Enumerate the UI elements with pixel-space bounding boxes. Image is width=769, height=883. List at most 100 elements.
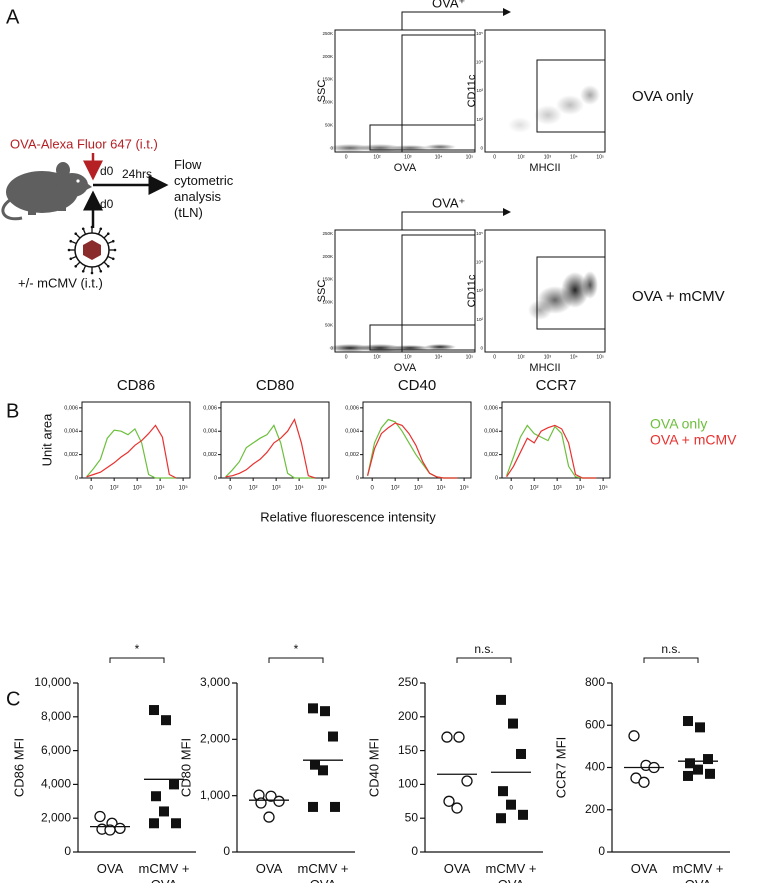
x-tick-label: mCMV + OVA bbox=[485, 861, 537, 883]
data-point bbox=[683, 716, 693, 727]
data-point bbox=[104, 824, 116, 836]
x-tick-label: 0 bbox=[510, 486, 514, 492]
data-point bbox=[638, 776, 650, 788]
x-tick-label: 10⁵ bbox=[466, 354, 474, 360]
data-point bbox=[628, 730, 640, 742]
chart-title: CCR7 bbox=[536, 377, 577, 394]
gate bbox=[536, 59, 606, 133]
y-tick-label: 150K bbox=[322, 277, 333, 282]
data-point bbox=[496, 813, 506, 824]
data-point bbox=[149, 818, 159, 829]
y-tick-label: 0 bbox=[223, 844, 230, 858]
virus-spike-tip bbox=[106, 264, 110, 268]
gate bbox=[401, 234, 476, 353]
cloud bbox=[424, 344, 456, 350]
data-point bbox=[161, 715, 171, 726]
plot-frame bbox=[220, 401, 330, 479]
virus-spike-tip bbox=[81, 269, 85, 273]
virus-spike-tip bbox=[74, 264, 78, 268]
y-axis-title: CD11c bbox=[466, 74, 478, 107]
x-tick-label: 10⁴ bbox=[570, 354, 578, 360]
condition-label: OVA + mCMV bbox=[632, 288, 725, 305]
y-tick-label: 0,004 bbox=[64, 429, 78, 435]
y-tick-label: 0 bbox=[75, 475, 78, 481]
duration-label: 24hrs bbox=[122, 167, 152, 181]
x-tick-label: mCMV + OVA bbox=[672, 861, 724, 883]
y-tick-label: 250K bbox=[322, 31, 333, 36]
histogram-line bbox=[225, 418, 316, 479]
data-point bbox=[518, 809, 528, 820]
y-tick-label: 0 bbox=[480, 346, 483, 351]
x-axis-title: OVA bbox=[394, 162, 417, 174]
y-tick-label: 0,006 bbox=[484, 405, 498, 411]
x-axis-title: MHCII bbox=[529, 362, 560, 374]
histogram-line bbox=[86, 424, 177, 479]
x-tick-label: 10⁵ bbox=[466, 154, 474, 160]
y-tick-label: 0 bbox=[411, 844, 418, 858]
data-point bbox=[443, 795, 455, 807]
significance-label: n.s. bbox=[661, 642, 680, 656]
day-label: d0 bbox=[100, 164, 114, 178]
y-tick-label: 150K bbox=[322, 77, 333, 82]
mouse-icon bbox=[1, 162, 92, 221]
flow-plot-frame bbox=[334, 29, 476, 153]
flow-plot-frame bbox=[334, 229, 476, 353]
data-point bbox=[171, 818, 181, 829]
significance-label: n.s. bbox=[474, 642, 493, 656]
data-point bbox=[263, 811, 275, 823]
y-axis-title: CCR7 MFI bbox=[553, 737, 568, 798]
y-tick-label: 3,000 bbox=[200, 675, 230, 689]
x-tick-label: 10² bbox=[517, 154, 525, 160]
y-tick-label: 8,000 bbox=[41, 709, 71, 723]
plot-frame bbox=[501, 401, 611, 479]
data-point bbox=[114, 822, 126, 834]
data-point bbox=[685, 758, 695, 769]
data-point bbox=[516, 748, 526, 759]
virus-label: +/- mCMV (i.t.) bbox=[18, 275, 103, 290]
y-tick-label: 100K bbox=[322, 100, 333, 105]
y-tick-label: 0,004 bbox=[484, 429, 498, 435]
virus-icon bbox=[67, 225, 117, 275]
x-tick-label: 10⁵ bbox=[596, 154, 604, 160]
y-tick-label: 400 bbox=[585, 760, 605, 774]
plot-frame bbox=[81, 401, 191, 479]
x-tick-label: 10⁵ bbox=[596, 354, 604, 360]
y-tick-label: 50K bbox=[325, 323, 333, 328]
x-tick-label: OVA bbox=[630, 861, 658, 876]
x-tick-label: OVA bbox=[96, 861, 124, 876]
x-tick-label: 0 bbox=[371, 486, 375, 492]
y-axis-title: CD80 MFI bbox=[178, 738, 193, 797]
y-tick-label: 0 bbox=[214, 475, 217, 481]
y-tick-label: 150 bbox=[398, 743, 418, 757]
x-tick-label: 10³ bbox=[404, 154, 412, 160]
x-axis-title: MHCII bbox=[529, 162, 560, 174]
x-tick-label: 10⁴ bbox=[155, 485, 165, 492]
x-tick-label: 10² bbox=[249, 486, 258, 492]
chart-title: CD86 bbox=[117, 377, 155, 394]
virus-spike-tip bbox=[99, 227, 103, 231]
virus-spike-tip bbox=[99, 269, 103, 273]
y-tick-label: 0,002 bbox=[484, 452, 498, 458]
cloud bbox=[556, 95, 584, 115]
gate bbox=[369, 124, 476, 151]
readout-label: Flow cytometric analysis (tLN) bbox=[174, 157, 234, 220]
virus-spike-tip bbox=[113, 248, 117, 252]
gate-arrow bbox=[401, 8, 511, 35]
condition-label: OVA only bbox=[632, 88, 694, 105]
y-axis-title: CD86 MFI bbox=[11, 738, 26, 797]
y-tick-label: 600 bbox=[585, 717, 605, 731]
x-tick-label: 0 bbox=[229, 486, 233, 492]
virus-spike-tip bbox=[69, 239, 73, 243]
data-point bbox=[496, 694, 506, 705]
x-tick-label: 10⁴ bbox=[575, 485, 585, 492]
x-tick-label: 0 bbox=[90, 486, 94, 492]
y-tick-label: 0,002 bbox=[345, 452, 359, 458]
y-tick-label: 2,000 bbox=[200, 732, 230, 746]
y-tick-label: 10² bbox=[476, 317, 483, 322]
y-tick-label: 0,004 bbox=[345, 429, 359, 435]
data-point bbox=[705, 768, 715, 779]
gate bbox=[369, 324, 476, 351]
cloud bbox=[528, 300, 552, 320]
significance-label: * bbox=[135, 642, 140, 656]
